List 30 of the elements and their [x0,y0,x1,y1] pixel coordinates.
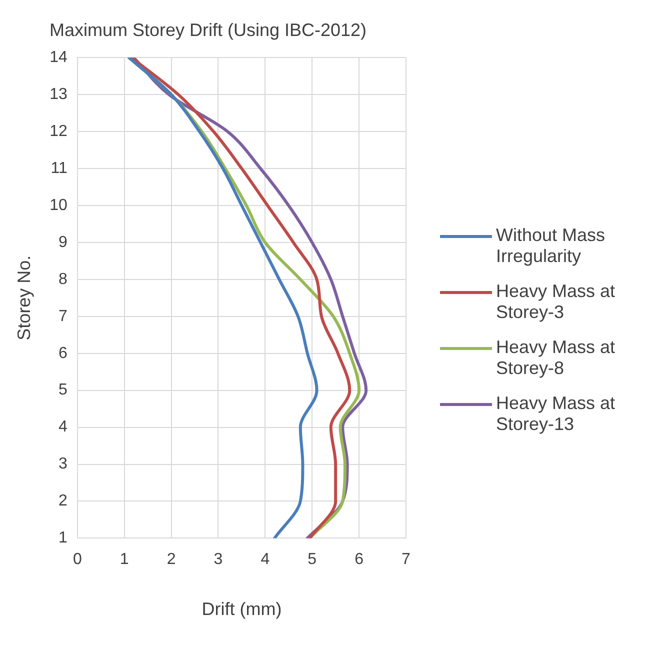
x-tick-label: 4 [260,551,270,568]
y-tick-label: 9 [58,234,68,251]
y-tick-label: 13 [50,86,68,103]
x-axis-title: Drift (mm) [202,599,282,620]
legend-label: Heavy Mass at Storey-13 [496,393,616,435]
chart-title: Maximum Storey Drift (Using IBC-2012) [49,20,367,40]
legend-label: Heavy Mass at Storey-3 [496,281,616,323]
legend-label: Without Mass Irregularity [496,225,606,267]
y-tick-label: 6 [58,344,68,362]
y-tick-label: 10 [50,196,68,214]
legend-label: Heavy Mass at Storey-8 [496,337,616,379]
x-tick-label: 2 [166,551,176,568]
y-tick-label: 5 [58,382,68,399]
y-tick-label: 12 [50,122,68,140]
x-tick-label: 1 [120,551,129,568]
y-tick-label: 14 [50,49,68,66]
y-tick-label: 8 [58,270,68,288]
y-tick-label: 2 [58,492,68,510]
y-tick-label: 4 [58,418,68,436]
x-tick-label: 7 [402,551,411,568]
line-series [128,58,318,538]
x-tick-label: 0 [72,551,82,568]
y-tick-label: 3 [58,456,68,473]
y-tick-label: 11 [50,160,68,177]
x-tick-label: 5 [308,551,317,568]
y-tick-label: 7 [58,308,68,325]
y-axis-title: Storey No. [14,255,34,340]
x-tick-label: 3 [214,551,223,568]
x-tick-label: 6 [354,551,364,568]
y-tick-label: 1 [58,530,68,547]
